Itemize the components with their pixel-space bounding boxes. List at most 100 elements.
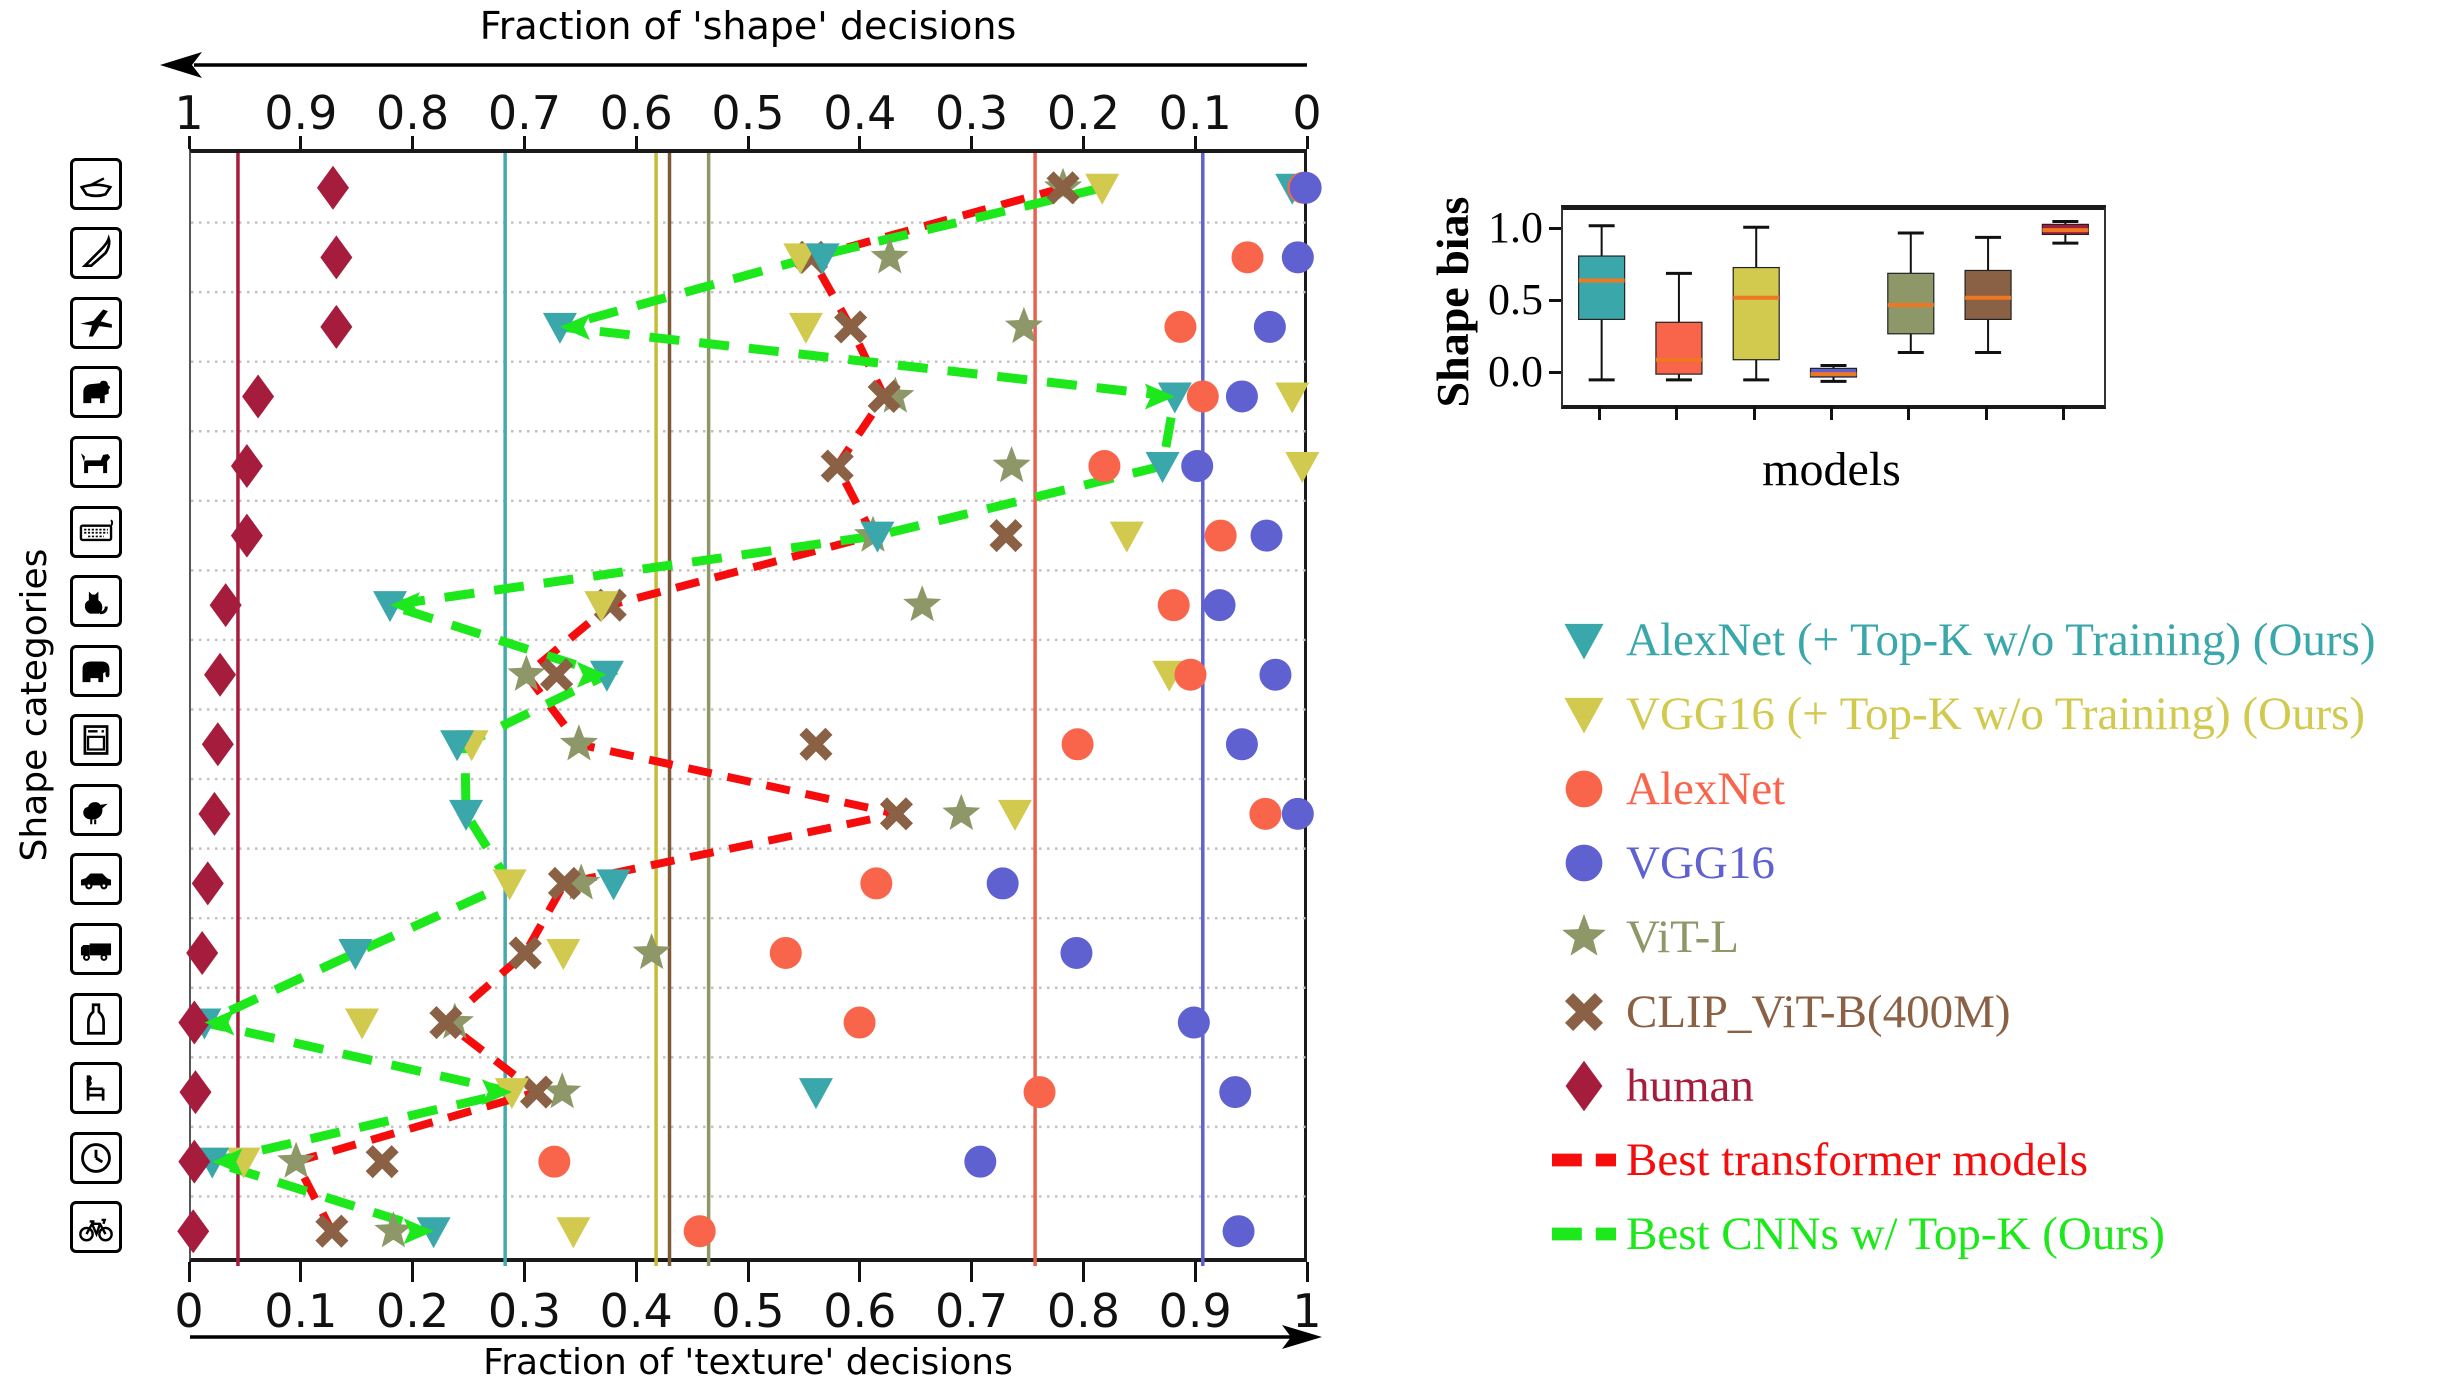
- marker-VGG16-oven: [1225, 728, 1258, 761]
- marker-VGG16 (+ Top-K w/o Training) (Ours)-bottle: [345, 1008, 380, 1040]
- tick-label-0.8: 0.8: [376, 86, 450, 140]
- tick-mark: [1081, 136, 1085, 149]
- category-icon-truck: [70, 922, 122, 975]
- marker-VGG16-knife: [1281, 241, 1314, 274]
- tick-label-0.6: 0.6: [823, 1284, 897, 1338]
- tick-label-0.4: 0.4: [599, 1284, 673, 1338]
- knife-icon: [81, 234, 111, 268]
- marker-VGG16-cat: [1203, 589, 1236, 622]
- marker-AlexNet (+ Top-K w/o Training) (Ours)-cat: [373, 591, 408, 623]
- truck-icon: [80, 943, 112, 961]
- legend-label: Best CNNs w/ Top-K (Ours): [1626, 1208, 2165, 1261]
- tick-label-0.3: 0.3: [935, 86, 1009, 140]
- marker-AlexNet (+ Top-K w/o Training) (Ours)-oven: [440, 730, 475, 762]
- legend-item-VGG16: VGG16: [1552, 826, 1775, 900]
- arrowhead-left: [390, 592, 421, 619]
- arrowhead-left: [559, 313, 590, 340]
- marker-VGG16 (+ Top-K w/o Training) (Ours)-dog: [1285, 452, 1320, 484]
- boat-icon: [79, 177, 113, 198]
- marker-VGG16 (+ Top-K w/o Training) (Ours)-truck: [546, 938, 581, 970]
- category-icon-clock: [70, 1131, 122, 1184]
- marker-CLIP_ViT-B(400M)-bottle: [429, 1005, 463, 1040]
- marker-AlexNet-elephant: [1174, 658, 1207, 691]
- marker-human-cat: [209, 583, 242, 628]
- marker-human-clock: [178, 1139, 211, 1184]
- legend-label: human: [1626, 1059, 1754, 1112]
- legend-label: VGG16: [1626, 836, 1775, 889]
- marker-AlexNet-bicycle: [683, 1215, 716, 1248]
- tick-mark: [187, 136, 191, 149]
- marker-VGG16 (+ Top-K w/o Training) (Ours)-chair: [494, 1078, 529, 1110]
- marker-human-bicycle: [177, 1209, 210, 1254]
- marker-AlexNet (+ Top-K w/o Training) (Ours)-knife: [805, 243, 840, 275]
- inset-boxplot-canvas: [1578, 219, 2089, 383]
- arrowhead-right: [481, 1079, 512, 1106]
- inset-x-axis-label: models: [1762, 443, 1901, 496]
- legend-star-glyph: [1562, 914, 1606, 956]
- inset-x-tick: [1675, 406, 1679, 420]
- tick-mark: [634, 136, 638, 149]
- category-icon-cat: [70, 575, 122, 628]
- tick-mark: [634, 1262, 638, 1282]
- legend-marker-star-icon: [1562, 914, 1606, 956]
- marker-CLIP_ViT-B(400M)-truck: [508, 936, 542, 970]
- marker-VGG16-clock: [964, 1145, 997, 1178]
- legend-label: ViT-L: [1626, 911, 1739, 964]
- inset-box-VGG16 (+ Top-K w/o Training) (Ours): [1732, 266, 1780, 361]
- marker-VGG16-elephant: [1259, 658, 1292, 691]
- tick-label-1: 1: [1292, 1284, 1322, 1338]
- marker-CLIP_ViT-B(400M)-oven: [799, 727, 833, 761]
- marker-AlexNet (+ Top-K w/o Training) (Ours)-car: [596, 869, 631, 901]
- marker-CLIP_ViT-B(400M)-keyboard: [989, 519, 1023, 553]
- marker-human-chair: [179, 1070, 212, 1115]
- legend-item-VGG16 (+ Top-K w/o Training) (Ours): VGG16 (+ Top-K w/o Training) (Ours): [1552, 677, 2365, 751]
- marker-CLIP_ViT-B(400M)-clock: [365, 1145, 399, 1179]
- tick-mark: [1305, 136, 1309, 149]
- legend-marker-dash-icon: [1552, 1228, 1616, 1241]
- bottom-axis-title: Fraction of 'texture' decisions: [483, 1342, 1013, 1383]
- marker-AlexNet-oven: [1061, 728, 1094, 761]
- inset-box-AlexNet: [1655, 321, 1703, 375]
- marker-CLIP_ViT-B(400M)-bird: [879, 797, 913, 831]
- inset-ytick-label-1.0: 1.0: [1488, 203, 1543, 252]
- marker-VGG16 (+ Top-K w/o Training) (Ours)-boat: [1085, 173, 1120, 205]
- marker-AlexNet (+ Top-K w/o Training) (Ours)-bird: [449, 799, 484, 831]
- marker-human-knife: [320, 235, 353, 280]
- tick-mark: [970, 1262, 974, 1282]
- marker-AlexNet (+ Top-K w/o Training) (Ours)-elephant: [589, 660, 624, 692]
- inset-box-CLIP_ViT-B(400M): [1964, 269, 2012, 320]
- marker-VGG16 (+ Top-K w/o Training) (Ours)-cat: [584, 591, 619, 623]
- marker-VGG16 (+ Top-K w/o Training) (Ours)-bird: [997, 799, 1032, 831]
- tick-label-0.8: 0.8: [1046, 1284, 1120, 1338]
- marker-CLIP_ViT-B(400M)-boat: [1046, 171, 1080, 205]
- oven-icon: [83, 725, 109, 756]
- marker-ViT-L-airplane: [1004, 306, 1043, 344]
- bear-icon: [83, 381, 111, 404]
- tick-mark: [522, 1262, 526, 1282]
- main-plot-canvas: [177, 153, 1322, 1266]
- marker-CLIP_ViT-B(400M)-bicycle: [315, 1214, 349, 1248]
- legend-marker-xmark-icon: [1564, 992, 1604, 1031]
- marker-ViT-L-car: [562, 863, 601, 900]
- inset-x-tick: [1830, 406, 1833, 420]
- main-plot: [177, 149, 1322, 1266]
- category-icon-keyboard: [70, 505, 122, 558]
- inset-y-tick: [1549, 370, 1561, 374]
- marker-VGG16 (+ Top-K w/o Training) (Ours)-car: [492, 869, 527, 901]
- marker-human-airplane: [320, 304, 353, 349]
- marker-AlexNet (+ Top-K w/o Training) (Ours)-bicycle: [416, 1217, 451, 1249]
- legend-marker-dash-icon: [1552, 1153, 1616, 1167]
- arrowhead-left: [204, 1009, 235, 1036]
- category-icon-boat: [70, 157, 122, 210]
- marker-AlexNet-cat: [1157, 589, 1190, 622]
- marker-VGG16-dog: [1181, 450, 1214, 483]
- car-icon: [80, 873, 112, 890]
- inset-x-tick: [1984, 406, 1988, 420]
- tick-mark: [1193, 1262, 1197, 1282]
- inset-boxplot: [1561, 205, 2106, 409]
- category-icon-bottle: [70, 992, 122, 1045]
- legend-diamond-glyph: [1565, 1060, 1603, 1112]
- marker-ViT-L-dog: [992, 446, 1031, 483]
- tick-mark: [970, 136, 974, 149]
